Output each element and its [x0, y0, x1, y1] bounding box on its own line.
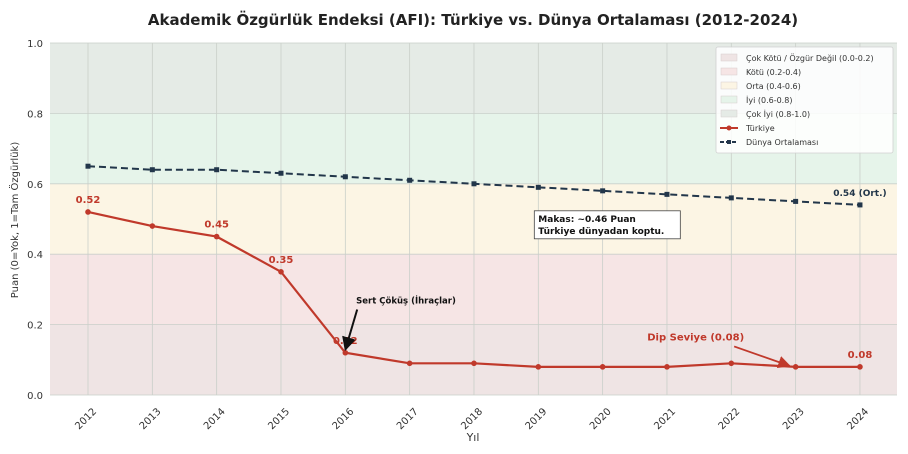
legend-swatch: [720, 53, 738, 62]
band-0: [50, 324, 897, 395]
x-tick-label: 2013: [138, 406, 164, 432]
x-tick-label: 2023: [781, 406, 807, 432]
series-point: [599, 364, 606, 370]
y-tick-label: 1.0: [27, 39, 43, 50]
series-point: [728, 360, 735, 367]
series-point: [664, 364, 670, 370]
data-label: 0.45: [204, 220, 229, 231]
textbox-frame: [533, 210, 681, 240]
series-point: [857, 202, 863, 208]
x-tick-label: 2014: [202, 406, 228, 432]
legend-marker: [726, 125, 732, 131]
x-tick-label: 2021: [652, 406, 678, 432]
legend: Çok Kötü / Özgür Değil (0.0-0.2) Kötü (0.…: [715, 46, 894, 154]
x-tick-label: 2019: [524, 406, 550, 432]
textbox-line: Türkiye dünyadan koptu.: [538, 227, 664, 237]
x-tick-label: 2015: [266, 406, 292, 432]
y-tick-label: 0.8: [27, 109, 43, 120]
y-tick-label: 0.2: [27, 321, 43, 332]
series-point: [149, 223, 156, 229]
data-label: 0.52: [76, 195, 101, 206]
series-point: [600, 188, 606, 194]
data-label: 0.12: [333, 336, 358, 347]
x-tick-label: 2018: [459, 406, 485, 432]
x-tick-label: 2016: [331, 406, 357, 432]
x-tick-label: 2020: [588, 406, 614, 432]
legend-swatch: [720, 81, 738, 90]
legend-label: İyi (0.6-0.8): [746, 95, 792, 105]
x-tick-label: 2022: [717, 406, 743, 432]
annotation-layer: Sert Çöküş (İhraçlar) Dip Seviye (0.08) Ma…: [342, 210, 791, 369]
series-point: [728, 195, 734, 201]
legend-frame: [715, 46, 894, 154]
series-point: [85, 209, 91, 215]
legend-label: Çok Kötü / Özgür Değil (0.0-0.2): [746, 53, 874, 63]
series-point: [342, 349, 349, 356]
legend-swatch: [720, 67, 738, 76]
y-axis-label: Puan (0=Yok, 1=Tam Özgürlük): [8, 142, 21, 299]
data-label: 0.54 (Ort.): [833, 189, 886, 199]
series-point: [278, 170, 284, 176]
legend-swatch: [720, 109, 738, 118]
band-1: [50, 254, 897, 325]
legend-label: Dünya Ortalaması: [746, 138, 818, 147]
series-point: [149, 167, 155, 173]
series-point: [535, 184, 541, 190]
series-point: [535, 364, 542, 370]
band-2: [50, 183, 897, 255]
series-point: [278, 269, 284, 275]
series-point: [793, 198, 799, 204]
series-point: [407, 177, 413, 183]
y-tick-label: 0.0: [27, 391, 43, 402]
legend-label: Kötü (0.2-0.4): [746, 68, 801, 77]
legend-swatch: [720, 95, 738, 104]
legend-marker: [727, 140, 731, 144]
legend-label: Orta (0.4-0.6): [746, 82, 801, 91]
y-tick-label: 0.4: [27, 250, 43, 261]
annotation-text: Dip Seviye (0.08): [647, 332, 744, 343]
legend-label: Çok İyi (0.8-1.0): [746, 109, 810, 119]
textbox-line: Makas: ~0.46 Puan: [538, 215, 636, 225]
series-point: [857, 364, 863, 370]
legend-label: Türkiye: [745, 124, 775, 133]
series-point: [342, 174, 348, 180]
series-point: [85, 163, 91, 169]
annotation-arrow: [733, 345, 791, 369]
series-point: [792, 364, 799, 370]
series-point: [214, 167, 220, 173]
annotation-arrow: [342, 309, 359, 352]
x-tick-label: 2024: [845, 406, 871, 432]
series-point: [471, 360, 477, 367]
series-point: [406, 360, 413, 367]
series-point: [471, 181, 477, 187]
chart-title: Akademik Özgürlük Endeksi (AFI): Türkiye…: [148, 10, 798, 29]
annotation-text: Sert Çöküş (İhraçlar): [356, 295, 456, 306]
x-axis-label: Yıl: [466, 431, 480, 444]
y-tick-label: 0.6: [27, 180, 43, 191]
series-layer: [85, 163, 863, 370]
series-point: [664, 191, 670, 197]
x-tick-label: 2012: [73, 406, 99, 432]
data-label: 0.35: [269, 255, 294, 266]
data-label: 0.08: [848, 350, 873, 361]
series-point: [213, 233, 220, 240]
x-tick-label: 2017: [395, 406, 421, 432]
